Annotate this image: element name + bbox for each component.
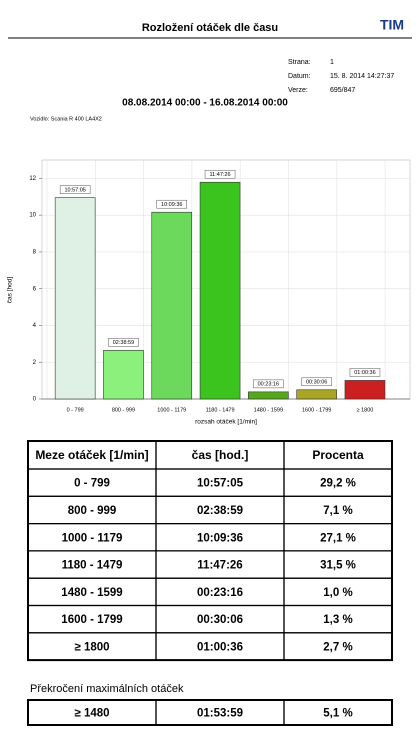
- value-label-box: [59, 185, 91, 194]
- table-cell-text: 0 - 799: [74, 478, 110, 490]
- overspeed-title: Překročení maximálních otáček: [30, 683, 184, 695]
- date-range: 08.08.2014 00:00 - 16.08.2014 00:00: [122, 98, 288, 109]
- table-cell-text: 1180 - 1479: [62, 560, 123, 572]
- table-cell-text: 29,2 %: [320, 478, 356, 490]
- table-border: [27, 440, 393, 662]
- value-label-box: [349, 368, 381, 377]
- value-label: 00:30:06: [306, 379, 327, 385]
- table-cell-text: 31,5 %: [320, 560, 356, 572]
- bar: [103, 349, 144, 400]
- x-axis-title: rozsah otáček [1/min]: [195, 419, 257, 426]
- meta-value: 695/847: [330, 87, 355, 94]
- x-tick-label: 1180 - 1479: [206, 407, 235, 413]
- meta-value: 15. 8. 2014 14:27:37: [330, 73, 394, 80]
- table-cell-text: 7,1 %: [323, 505, 352, 517]
- x-tick-label: 1480 - 1599: [254, 407, 283, 413]
- overspeed-cell: 5,1 %: [323, 708, 352, 720]
- x-tick-label: 0 - 799: [67, 407, 84, 413]
- value-label-box: [108, 338, 139, 347]
- bar: [296, 389, 337, 400]
- table-cell-text: 02:38:59: [197, 505, 243, 517]
- table-cell-text: 1,3 %: [323, 614, 352, 626]
- y-tick-label: 6: [33, 286, 37, 292]
- value-label-box: [301, 377, 332, 387]
- value-label: 00:23:16: [258, 382, 279, 388]
- table-cell-text: 01:00:36: [197, 641, 243, 653]
- meta-value: 1: [330, 59, 334, 66]
- y-tick-label: 0: [33, 397, 37, 403]
- overspeed-cell: ≥ 1480: [74, 708, 109, 720]
- bar: [54, 197, 96, 400]
- table-cell-text: 800 - 999: [68, 505, 117, 517]
- y-axis-title: čas [hod]: [7, 277, 14, 304]
- bar: [151, 211, 193, 400]
- y-tick-label: 2: [33, 360, 37, 366]
- value-label: 02:38:59: [113, 340, 134, 346]
- table-cell-text: 1000 - 1179: [62, 532, 123, 544]
- x-tick-label: 1600 - 1799: [302, 407, 331, 413]
- table-cell-text: 27,1 %: [320, 532, 356, 544]
- report-title: Rozložení otáček dle času: [142, 22, 278, 34]
- value-label: 10:09:36: [161, 202, 182, 208]
- x-tick-label: 800 - 999: [112, 407, 135, 413]
- table-cell-text: 10:09:36: [197, 532, 243, 544]
- vehicle: Vozidlo: Scania R 400 LA4X2: [30, 116, 102, 122]
- bar: [344, 380, 386, 400]
- table-cell-text: 11:47:26: [197, 560, 242, 572]
- value-label: 01:00:36: [354, 370, 375, 376]
- x-tick-label: 1000 - 1179: [157, 407, 186, 413]
- value-label: 10:57:05: [64, 187, 85, 193]
- table-header: Procenta: [312, 448, 364, 462]
- table-cell-text: 1480 - 1599: [61, 587, 122, 599]
- overspeed-cell: 01:53:59: [197, 708, 243, 720]
- value-label-box: [156, 199, 187, 209]
- bar: [248, 391, 289, 400]
- value-label-box: [253, 379, 284, 389]
- table-cell-text: 00:23:16: [197, 587, 243, 599]
- meta-label: Strana:: [288, 59, 311, 66]
- bar: [199, 181, 241, 400]
- y-tick-label: 8: [33, 250, 37, 256]
- table-cell-text: 2,7 %: [323, 641, 352, 653]
- table-cell-text: 10:57:05: [197, 478, 244, 490]
- value-label-box: [204, 169, 236, 179]
- table-header: Meze otáček [1/min]: [35, 448, 148, 462]
- y-tick-label: 4: [33, 323, 37, 329]
- meta-label: Verze:: [288, 87, 308, 94]
- table-cell-text: 1,0 %: [323, 587, 352, 599]
- meta-label: Datum:: [288, 73, 311, 80]
- table-header: čas [hod.]: [192, 448, 249, 462]
- value-label: 11:47:26: [210, 172, 231, 178]
- table-cell-text: 1600 - 1799: [61, 614, 122, 626]
- table-border: [27, 699, 393, 726]
- logo: TIM: [380, 17, 404, 33]
- x-tick-label: ≥ 1800: [357, 407, 374, 413]
- table-cell-text: 00:30:06: [197, 614, 243, 626]
- y-tick-label: 12: [29, 176, 36, 182]
- y-tick-label: 10: [29, 213, 36, 219]
- table-cell-text: ≥ 1800: [74, 641, 109, 653]
